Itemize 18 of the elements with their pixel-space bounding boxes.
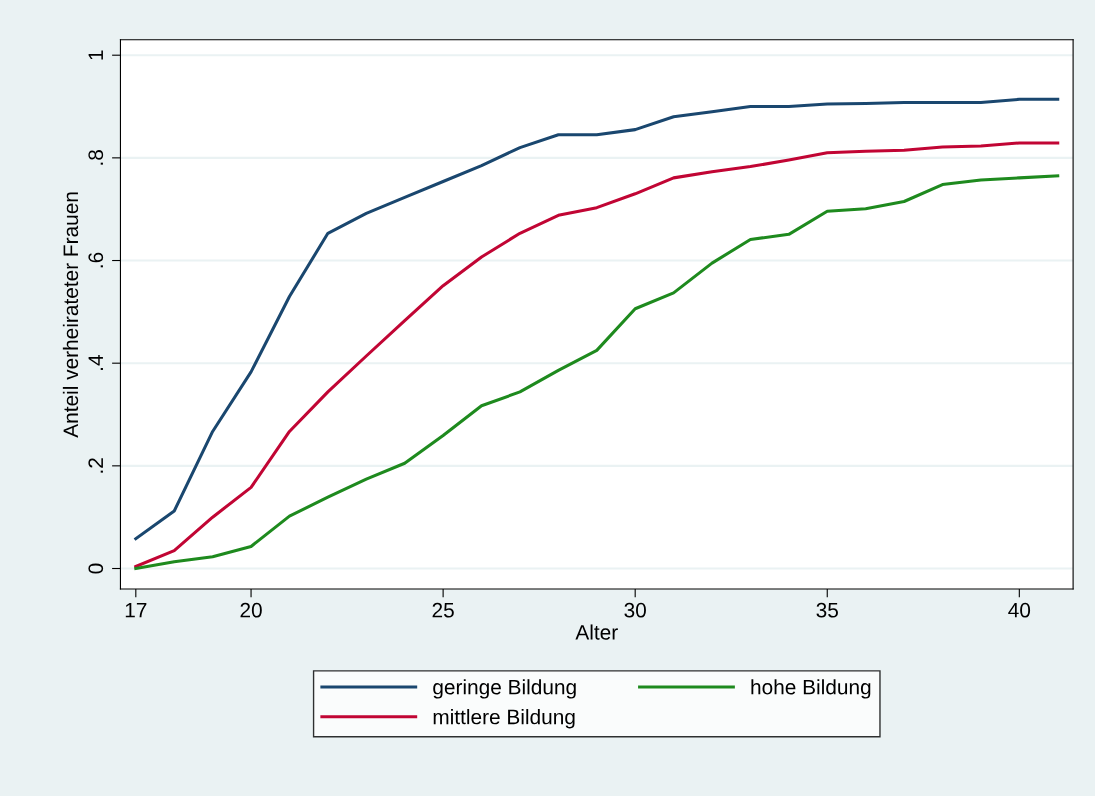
y-tick-label: 1 — [88, 50, 103, 60]
y-axis-title: Anteil verheirateter Frauen — [62, 192, 79, 438]
y-tick-label: 0 — [88, 563, 104, 574]
x-tick-label: 25 — [432, 602, 454, 618]
x-tick-label: 30 — [624, 602, 646, 618]
line-series — [134, 97, 1060, 541]
y-tick-label: .8 — [88, 150, 104, 165]
x-tick-label: 40 — [1008, 602, 1031, 618]
legend-label: mittlere Bildung — [433, 709, 575, 729]
y-tick-label: .4 — [88, 355, 103, 370]
legend-label: hohe Bildung — [751, 679, 871, 699]
x-axis-title: Alter — [575, 624, 618, 640]
y-tick-label: .2 — [88, 458, 103, 473]
x-tick-label: 35 — [816, 602, 838, 618]
y-tick-label: .6 — [88, 252, 104, 268]
x-tick-label: 17 — [125, 603, 147, 618]
x-tick-label: 20 — [240, 602, 262, 618]
legend-label: geringe Bildung — [433, 679, 576, 699]
